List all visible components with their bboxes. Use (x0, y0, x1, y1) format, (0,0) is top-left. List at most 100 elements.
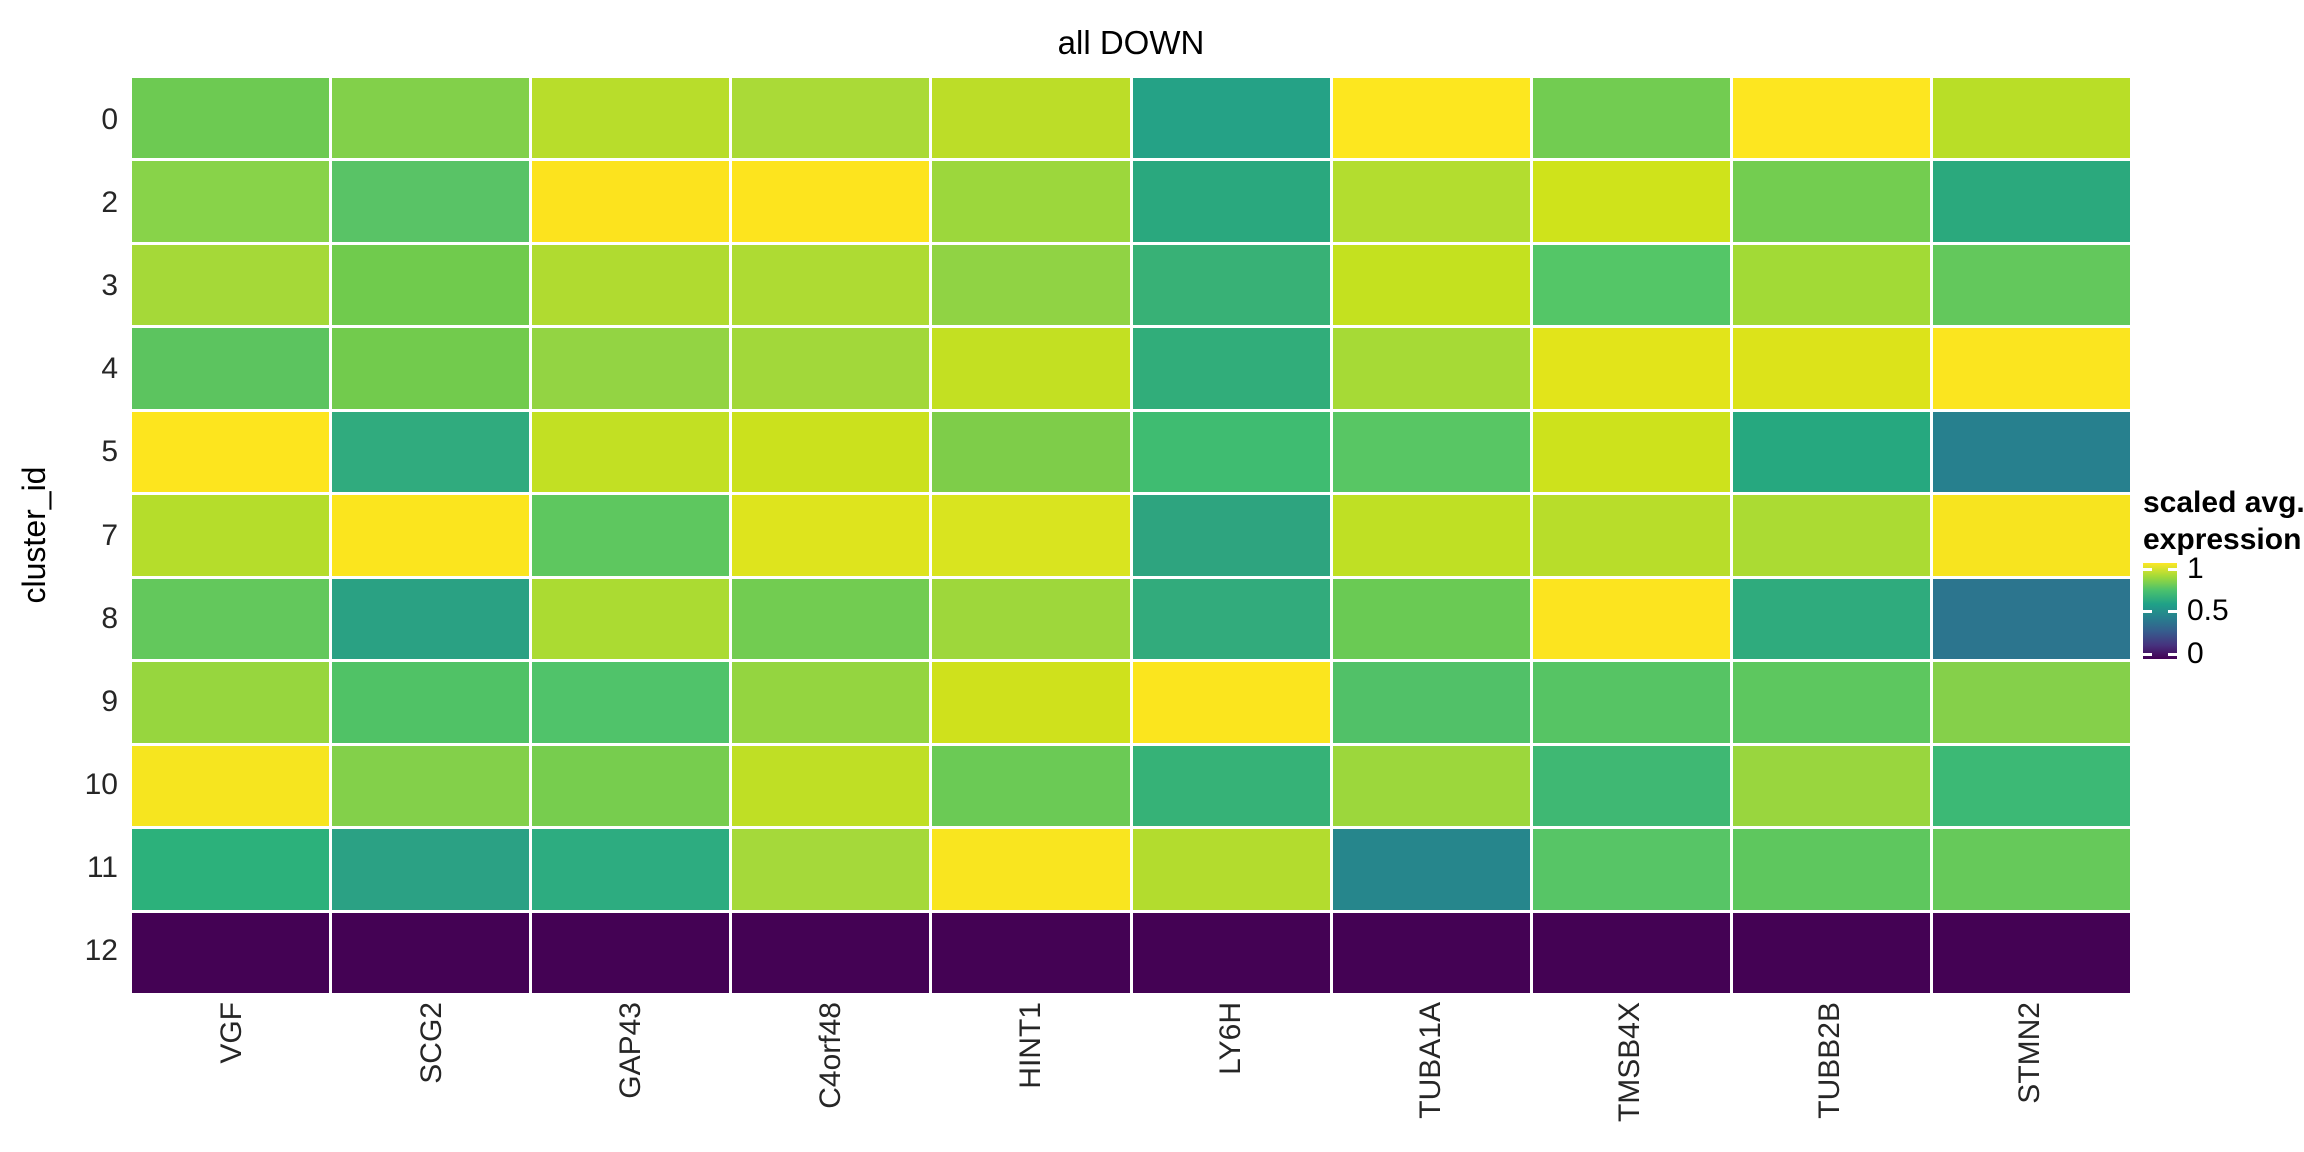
heatmap-cell-row4-VGF (132, 328, 330, 409)
heatmap-cell-row7-C4orf48 (732, 495, 930, 576)
heatmap-cell-row8-TUBA1A (1332, 578, 1530, 660)
x-axis-tick-labels: VGF SCG2 GAP43 C4orf48 HINT1 LY6H TUBA1A TMSB4X… (132, 1002, 2130, 1152)
heatmap-cell-row4-TUBB2B (1732, 328, 1930, 409)
heatmap-cell-row10-TMSB4X (1532, 745, 1730, 827)
heatmap-cell-row10-STMN2 (1932, 745, 2130, 827)
heatmap-cell-row4-GAP43 (532, 328, 730, 409)
heatmap-cell-row0-C4orf48 (732, 78, 930, 159)
legend-tick-dash-left (2143, 567, 2152, 571)
heatmap-cell-row12-STMN2 (1932, 912, 2130, 993)
y-tick-label-10: 10 (84, 768, 118, 802)
y-tick-label-0: 0 (101, 102, 118, 136)
heatmap-cell-row8-VGF (132, 578, 330, 660)
heatmap-cell-row11-GAP43 (532, 829, 730, 910)
heatmap-cell-row2-VGF (132, 161, 330, 242)
heatmap-cell-row12-HINT1 (932, 912, 1130, 993)
y-tick-label-12: 12 (84, 934, 118, 968)
heatmap-cell-row9-TMSB4X (1532, 662, 1730, 743)
heatmap-cell-row3-HINT1 (932, 244, 1130, 326)
heatmap-cell-row7-LY6H (1132, 495, 1330, 576)
heatmap-cell-row3-TUBB2B (1732, 244, 1930, 326)
legend-tick-dash-left (2143, 610, 2152, 613)
legend-tick-label-0: 0 (2187, 637, 2204, 671)
heatmap-cell-row9-HINT1 (932, 662, 1130, 743)
heatmap-cell-row9-C4orf48 (732, 662, 930, 743)
legend-tick-dash-right (2168, 610, 2177, 613)
heatmap-cell-row5-VGF (132, 411, 330, 493)
x-tick-label-wrap-STMN2: STMN2 (1930, 1002, 2130, 1152)
heatmap-cell-row7-GAP43 (532, 495, 730, 576)
heatmap-cell-row8-SCG2 (332, 578, 530, 660)
y-tick-label-4: 4 (101, 352, 118, 386)
legend-colorbar-wrap: 1 0.5 0 (2143, 552, 2229, 670)
heatmap-cell-row9-GAP43 (532, 662, 730, 743)
plot-title: all DOWN (1057, 24, 1205, 61)
heatmap-cell-row7-TUBB2B (1732, 495, 1930, 576)
heatmap-cell-row7-SCG2 (332, 495, 530, 576)
legend-tick-dash-right (2168, 653, 2177, 657)
heatmap-cell-row4-C4orf48 (732, 328, 930, 409)
heatmap-cell-row7-STMN2 (1932, 495, 2130, 576)
heatmap-cell-row11-HINT1 (932, 829, 1130, 910)
heatmap-cell-row11-C4orf48 (732, 829, 930, 910)
heatmap-cell-row11-STMN2 (1932, 829, 2130, 910)
legend-tick-label-1: 1 (2187, 551, 2204, 585)
x-tick-label-TUBB2B: TUBB2B (1813, 1002, 1847, 1119)
heatmap-cell-row5-LY6H (1132, 411, 1330, 493)
heatmap-cell-row11-LY6H (1132, 829, 1330, 910)
heatmap-cell-row8-GAP43 (532, 578, 730, 660)
heatmap-cell-row0-GAP43 (532, 78, 730, 159)
y-tick-label-8: 8 (101, 601, 118, 635)
heatmap-cell-row5-GAP43 (532, 411, 730, 493)
y-tick-label-5: 5 (101, 435, 118, 469)
heatmap-cell-row11-SCG2 (332, 829, 530, 910)
heatmap-cell-row2-STMN2 (1932, 161, 2130, 242)
heatmap-cell-row10-LY6H (1132, 745, 1330, 827)
heatmap-cell-row2-C4orf48 (732, 161, 930, 242)
heatmap-cell-row9-VGF (132, 662, 330, 743)
x-tick-label-wrap-C4orf48: C4orf48 (731, 1002, 931, 1152)
x-tick-label-TUBA1A: TUBA1A (1413, 1002, 1447, 1119)
heatmap-cell-row10-GAP43 (532, 745, 730, 827)
x-tick-label-LY6H: LY6H (1213, 1002, 1247, 1075)
heatmap-cell-row10-TUBB2B (1732, 745, 1930, 827)
heatmap-cell-row12-VGF (132, 912, 330, 993)
x-tick-label-STMN2: STMN2 (2013, 1002, 2047, 1104)
y-tick-label-11: 11 (86, 851, 118, 885)
heatmap-cell-row7-HINT1 (932, 495, 1130, 576)
heatmap-cell-row2-LY6H (1132, 161, 1330, 242)
heatmap-cell-row0-STMN2 (1932, 78, 2130, 159)
heatmap-cell-row5-TMSB4X (1532, 411, 1730, 493)
heatmap-cell-row0-LY6H (1132, 78, 1330, 159)
x-tick-label-wrap-GAP43: GAP43 (532, 1002, 732, 1152)
heatmap-cell-row4-HINT1 (932, 328, 1130, 409)
heatmap-cell-row3-GAP43 (532, 244, 730, 326)
heatmap-cell-row2-TMSB4X (1532, 161, 1730, 242)
heatmap-cell-row0-SCG2 (332, 78, 530, 159)
heatmap-cell-row7-TMSB4X (1532, 495, 1730, 576)
legend-tick-label-0.5: 0.5 (2187, 594, 2229, 627)
heatmap-cell-row2-GAP43 (532, 161, 730, 242)
heatmap-cell-row4-STMN2 (1932, 328, 2130, 409)
x-tick-label-wrap-SCG2: SCG2 (332, 1002, 532, 1152)
heatmap-cell-row5-TUBA1A (1332, 411, 1530, 493)
heatmap-cell-row0-VGF (132, 78, 330, 159)
x-tick-label-wrap-LY6H: LY6H (1131, 1002, 1331, 1152)
x-tick-label-wrap-TMSB4X: TMSB4X (1531, 1002, 1731, 1152)
heatmap-cell-row11-TUBB2B (1732, 829, 1930, 910)
heatmap-cell-row5-C4orf48 (732, 411, 930, 493)
heatmap-cell-row8-HINT1 (932, 578, 1130, 660)
heatmap-cell-row10-C4orf48 (732, 745, 930, 827)
heatmap-cell-row0-TMSB4X (1532, 78, 1730, 159)
heatmap-cell-row10-HINT1 (932, 745, 1130, 827)
heatmap-cell-row12-SCG2 (332, 912, 530, 993)
heatmap-cell-row3-TUBA1A (1332, 244, 1530, 326)
heatmap-cell-row7-VGF (132, 495, 330, 576)
heatmap-cell-row4-SCG2 (332, 328, 530, 409)
x-tick-label-wrap-VGF: VGF (132, 1002, 332, 1152)
heatmap-cell-row12-LY6H (1132, 912, 1330, 993)
x-tick-label-HINT1: HINT1 (1014, 1002, 1048, 1089)
heatmap-cell-row4-TMSB4X (1532, 328, 1730, 409)
heatmap-cell-row10-SCG2 (332, 745, 530, 827)
heatmap-grid (132, 78, 2130, 993)
